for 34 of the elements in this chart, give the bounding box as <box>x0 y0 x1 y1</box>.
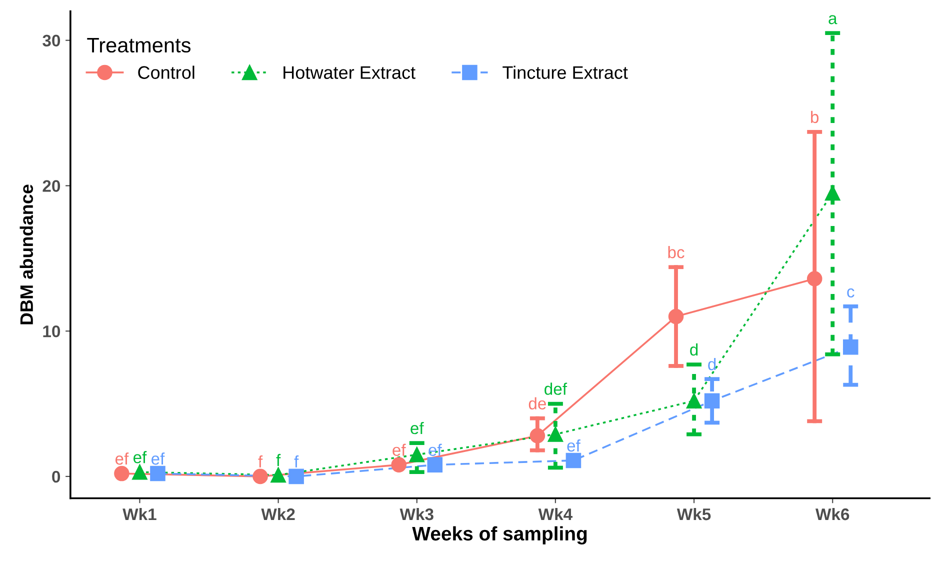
annotation: def <box>544 382 568 395</box>
annotation: ef <box>567 439 580 452</box>
annotation: f <box>258 455 263 468</box>
annotation: f <box>276 454 281 466</box>
annotation: ef <box>115 452 129 465</box>
annotation: d <box>708 358 716 370</box>
x-axis-title: Weeks of sampling <box>412 526 587 544</box>
x-tick-label: Wk5 <box>676 508 711 520</box>
annotation: de <box>528 397 546 410</box>
x-tick-label: Wk1 <box>122 508 156 520</box>
annotation: c <box>847 288 854 298</box>
y-tick-label: 0 <box>52 470 60 483</box>
annotation: f <box>294 455 299 468</box>
annotation: ef <box>410 422 424 434</box>
y-axis-title: DBM abundance <box>20 184 34 324</box>
annotation: bc <box>668 246 684 258</box>
annotation: b <box>811 110 819 124</box>
x-tick-label: Wk3 <box>400 508 434 520</box>
y-tick-label: 30 <box>42 34 60 47</box>
annotation: a <box>828 15 838 24</box>
annotation: ef <box>392 444 406 456</box>
y-tick-label: 10 <box>43 325 60 338</box>
annotation: d <box>690 343 698 356</box>
annotation: ef <box>151 452 165 465</box>
x-tick-label: Wk6 <box>815 508 850 520</box>
y-tick-label: 20 <box>42 180 60 192</box>
legend-title: Treatments <box>87 38 190 53</box>
legend-label: Hotwater Extract <box>284 66 416 79</box>
x-tick-label: Wk4 <box>538 508 572 520</box>
x-tick-label: Wk2 <box>261 508 295 520</box>
annotation: ef <box>133 451 147 464</box>
legend-label: Control <box>138 66 194 79</box>
legend-label: Tincture Extract <box>502 66 628 79</box>
annotation: ef <box>428 444 442 456</box>
